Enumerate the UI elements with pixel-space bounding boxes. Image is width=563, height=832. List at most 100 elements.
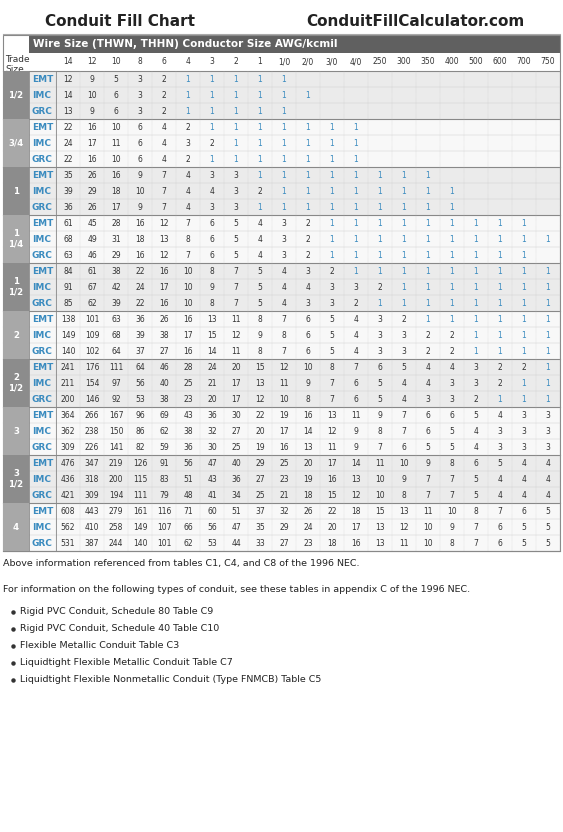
Text: 258: 258 [109,522,123,532]
Text: 1: 1 [282,138,287,147]
Text: 7: 7 [401,410,406,419]
Text: 140: 140 [133,538,148,547]
Text: 1: 1 [450,186,454,196]
Text: 10: 10 [303,363,313,372]
Text: 66: 66 [183,522,193,532]
Text: 1: 1 [546,235,551,244]
Text: GRC: GRC [32,106,53,116]
Text: 38: 38 [159,394,169,404]
Text: 2: 2 [498,363,502,372]
Bar [3,423,560,439]
Text: 17: 17 [159,283,169,291]
Text: 146: 146 [85,394,99,404]
Text: 3: 3 [401,346,406,355]
Text: 5: 5 [498,458,502,468]
Text: 7: 7 [473,522,479,532]
Text: 436: 436 [61,474,75,483]
Text: 42: 42 [111,283,121,291]
Text: 16: 16 [87,155,97,164]
Text: 1: 1 [473,235,479,244]
Text: 67: 67 [87,283,97,291]
Text: 364: 364 [61,410,75,419]
Text: 111: 111 [133,491,147,499]
Text: 22: 22 [327,507,337,516]
Text: 1
1/4: 1 1/4 [8,230,24,249]
Text: 27: 27 [159,346,169,355]
Text: 5: 5 [257,299,262,308]
Text: 1: 1 [378,186,382,196]
Text: 16: 16 [135,219,145,227]
Text: Above information referenced from tables C1, C4, and C8 of the 1996 NEC.: Above information referenced from tables… [3,559,360,568]
Text: 1
1/2: 1 1/2 [8,277,24,297]
Text: 13: 13 [399,507,409,516]
Text: 1: 1 [473,299,479,308]
Text: 5: 5 [521,522,526,532]
Text: 1: 1 [401,186,406,196]
Text: IMC: IMC [32,138,51,147]
Text: 4: 4 [209,186,215,196]
Text: 3: 3 [378,330,382,339]
Text: 1: 1 [329,155,334,164]
Text: 1: 1 [186,75,190,83]
Text: 9: 9 [209,283,215,291]
Text: 7: 7 [401,427,406,435]
Text: 1: 1 [401,299,406,308]
Text: 1: 1 [450,219,454,227]
Text: 1: 1 [186,91,190,100]
Text: 362: 362 [61,427,75,435]
Text: 1: 1 [354,138,359,147]
Text: 63: 63 [111,314,121,324]
Text: 1: 1 [209,122,215,131]
Text: 226: 226 [85,443,99,452]
Text: GRC: GRC [32,538,53,547]
Bar [3,455,29,503]
Text: 20: 20 [303,458,313,468]
Text: 1: 1 [450,202,454,211]
Text: 4: 4 [498,410,502,419]
Text: 7: 7 [162,202,167,211]
Text: 5: 5 [378,394,382,404]
Text: 12: 12 [87,57,97,67]
Text: 1: 1 [426,219,430,227]
Text: 8: 8 [473,507,479,516]
Text: 29: 29 [279,522,289,532]
Bar [3,215,29,263]
Bar [3,519,560,535]
Text: 29: 29 [111,250,121,260]
Text: 16: 16 [159,266,169,275]
Bar [3,455,560,471]
Text: 92: 92 [111,394,121,404]
Text: 8: 8 [258,346,262,355]
Bar [3,327,560,343]
Text: 1: 1 [522,235,526,244]
Text: 64: 64 [135,363,145,372]
Text: IMC: IMC [32,330,51,339]
Text: 3: 3 [282,250,287,260]
Text: 28: 28 [111,219,120,227]
Text: 7: 7 [450,474,454,483]
Text: 1: 1 [498,250,502,260]
Text: 6: 6 [306,314,310,324]
Text: 6: 6 [306,346,310,355]
Text: 2: 2 [162,75,167,83]
Text: 10: 10 [111,122,121,131]
Text: 16: 16 [135,250,145,260]
Text: 6: 6 [354,394,359,404]
Text: 1: 1 [498,330,502,339]
Text: 1: 1 [306,186,310,196]
Text: EMT: EMT [32,507,53,516]
Text: 4: 4 [521,491,526,499]
Text: 16: 16 [351,538,361,547]
Text: 40: 40 [231,458,241,468]
Text: EMT: EMT [32,75,53,83]
Bar [3,391,560,407]
Text: 38: 38 [111,266,121,275]
Text: 4: 4 [162,138,167,147]
Text: 16: 16 [303,410,313,419]
Text: 17: 17 [111,202,121,211]
Text: 11: 11 [231,314,241,324]
Text: 7: 7 [234,283,239,291]
Text: 1: 1 [354,219,359,227]
Text: 8: 8 [209,299,215,308]
Text: 608: 608 [61,507,75,516]
